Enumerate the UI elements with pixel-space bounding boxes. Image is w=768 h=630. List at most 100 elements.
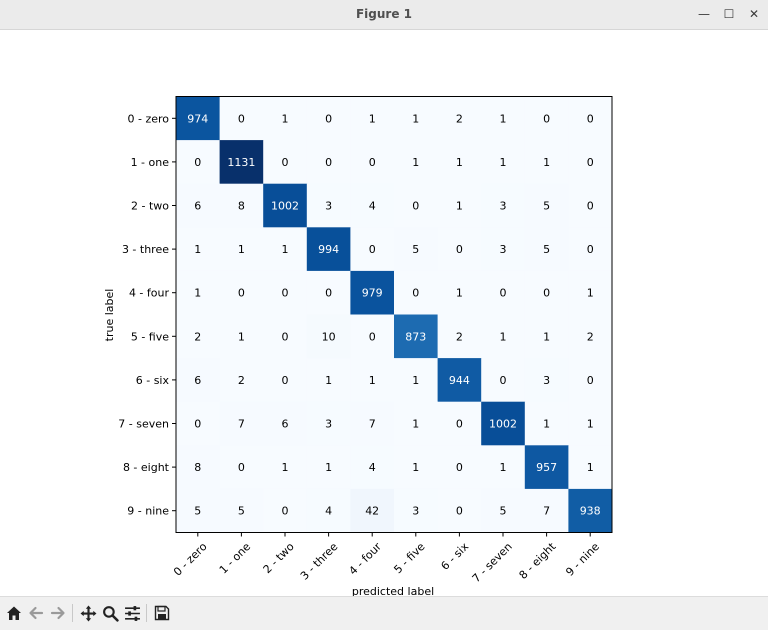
cell-value-label: 4: [369, 200, 376, 213]
toolbar-separator: [146, 604, 147, 622]
heatmap-cell: [263, 96, 308, 141]
heatmap-cell: [481, 314, 526, 359]
heatmap-cell: [176, 140, 220, 185]
cell-value-label: 1: [412, 418, 419, 431]
cell-value-label: 3: [325, 200, 332, 213]
heatmap-cell: [263, 488, 308, 533]
cell-value-label: 0: [587, 374, 594, 387]
heatmap-cell: [394, 270, 438, 315]
cell-value-label: 1: [543, 156, 550, 169]
cell-value-label: 0: [587, 156, 594, 169]
heatmap-cell: [350, 140, 395, 185]
cell-value-label: 1131: [227, 156, 255, 169]
cell-value-label: 1: [500, 330, 507, 343]
heatmap-cell: [568, 445, 613, 490]
heatmap-cell: [524, 445, 569, 490]
heatmap-cell: [350, 96, 395, 141]
heatmap-cell: [306, 183, 351, 228]
close-button[interactable]: ✕: [748, 7, 760, 21]
heatmap-cell: [263, 358, 308, 403]
cell-value-label: 0: [194, 418, 201, 431]
y-axis-label: true label: [103, 289, 116, 342]
cell-value-label: 5: [500, 505, 507, 518]
cell-value-label: 0: [282, 374, 289, 387]
plot-frame: [175, 96, 613, 533]
cell-value-label: 2: [587, 330, 594, 343]
cell-value-label: 0: [238, 112, 245, 125]
heatmap-cell: [306, 140, 351, 185]
heatmap-cell: [524, 270, 569, 315]
cell-value-label: 5: [543, 243, 550, 256]
save-button[interactable]: [152, 603, 172, 623]
heatmap-cell: [568, 183, 613, 228]
heatmap-cell: [524, 140, 569, 185]
cell-value-label: 1: [238, 330, 245, 343]
heatmap-cell: [350, 401, 395, 446]
x-axis-label: predicted label: [352, 585, 434, 596]
heatmap-cell: [263, 270, 308, 315]
heatmap-cell: [350, 270, 395, 315]
heatmap-cell: [176, 401, 220, 446]
heatmap-cell: [219, 270, 264, 315]
figure-canvas: 974 0 1 0 1 1 2 1 0 0 0 1131 0 0 0 1 1 1 1 0 6 8 1002 3 4 0 1 3 5 0 1 1…: [0, 30, 768, 598]
heatmap-cell: [176, 488, 220, 533]
cell-value-label: 1: [500, 461, 507, 474]
cell-value-label: 0: [282, 330, 289, 343]
x-tick-label: 3 - three: [298, 540, 341, 583]
cell-value-label: 1: [325, 461, 332, 474]
cell-value-label: 0: [238, 461, 245, 474]
minimize-button[interactable]: —: [698, 7, 710, 21]
zoom-button[interactable]: [100, 603, 120, 623]
cell-value-label: 1: [282, 243, 289, 256]
heatmap-cell: [524, 358, 569, 403]
cell-value-label: 1: [456, 287, 463, 300]
back-button[interactable]: [26, 603, 46, 623]
heatmap-cell: [219, 358, 264, 403]
x-tick-label: 8 - eight: [517, 540, 559, 582]
cell-value-label: 0: [325, 156, 332, 169]
configure-subplots-icon: [124, 605, 140, 621]
heatmap-cell-labels: 974 0 1 0 1 1 2 1 0 00 1131 0 0 0 1 1 1 1 06 8 1002 3 4 0 1 3 5 01 1…: [187, 112, 600, 517]
heatmap-cell: [524, 488, 569, 533]
cell-value-label: 1002: [271, 200, 299, 213]
pan-button[interactable]: [78, 603, 98, 623]
heatmap-cell: [568, 96, 613, 141]
cell-value-label: 5: [412, 243, 419, 256]
cell-value-label: 5: [194, 505, 201, 518]
heatmap-cell: [219, 96, 264, 141]
home-button[interactable]: [4, 603, 24, 623]
heatmap-cell: [263, 314, 308, 359]
cell-value-label: 1: [500, 112, 507, 125]
forward-button[interactable]: [48, 603, 68, 623]
cell-value-label: 944: [449, 374, 470, 387]
x-tick-label: 7 - seven: [470, 540, 515, 585]
maximize-button[interactable]: ☐: [723, 7, 735, 21]
heatmap-cell: [568, 401, 613, 446]
cell-value-label: 2: [456, 330, 463, 343]
y-tick-label: 9 - nine: [127, 505, 169, 518]
cell-value-label: 8: [194, 461, 201, 474]
cell-value-label: 1: [543, 418, 550, 431]
cell-value-label: 10: [322, 330, 336, 343]
heatmap-cell: [219, 445, 264, 490]
cell-value-label: 1: [412, 112, 419, 125]
heatmap-cell: [219, 401, 264, 446]
cell-value-label: 5: [238, 505, 245, 518]
heatmap-cell: [394, 140, 438, 185]
heatmap-cell: [306, 401, 351, 446]
heatmap-cell: [437, 183, 482, 228]
heatmap-cell: [394, 314, 438, 359]
heatmap-cell: [437, 401, 482, 446]
cell-value-label: 4: [325, 505, 332, 518]
heatmap-cell: [219, 314, 264, 359]
window-title: Figure 1: [355, 7, 413, 21]
heatmap-cell: [524, 401, 569, 446]
heatmap-cell: [437, 270, 482, 315]
cell-value-label: 1: [587, 418, 594, 431]
cell-value-label: 3: [543, 374, 550, 387]
heatmap-cell: [481, 140, 526, 185]
configure-subplots-button[interactable]: [122, 603, 142, 623]
heatmap-cell: [350, 445, 395, 490]
heatmap-cell: [481, 488, 526, 533]
cell-value-label: 0: [369, 330, 376, 343]
